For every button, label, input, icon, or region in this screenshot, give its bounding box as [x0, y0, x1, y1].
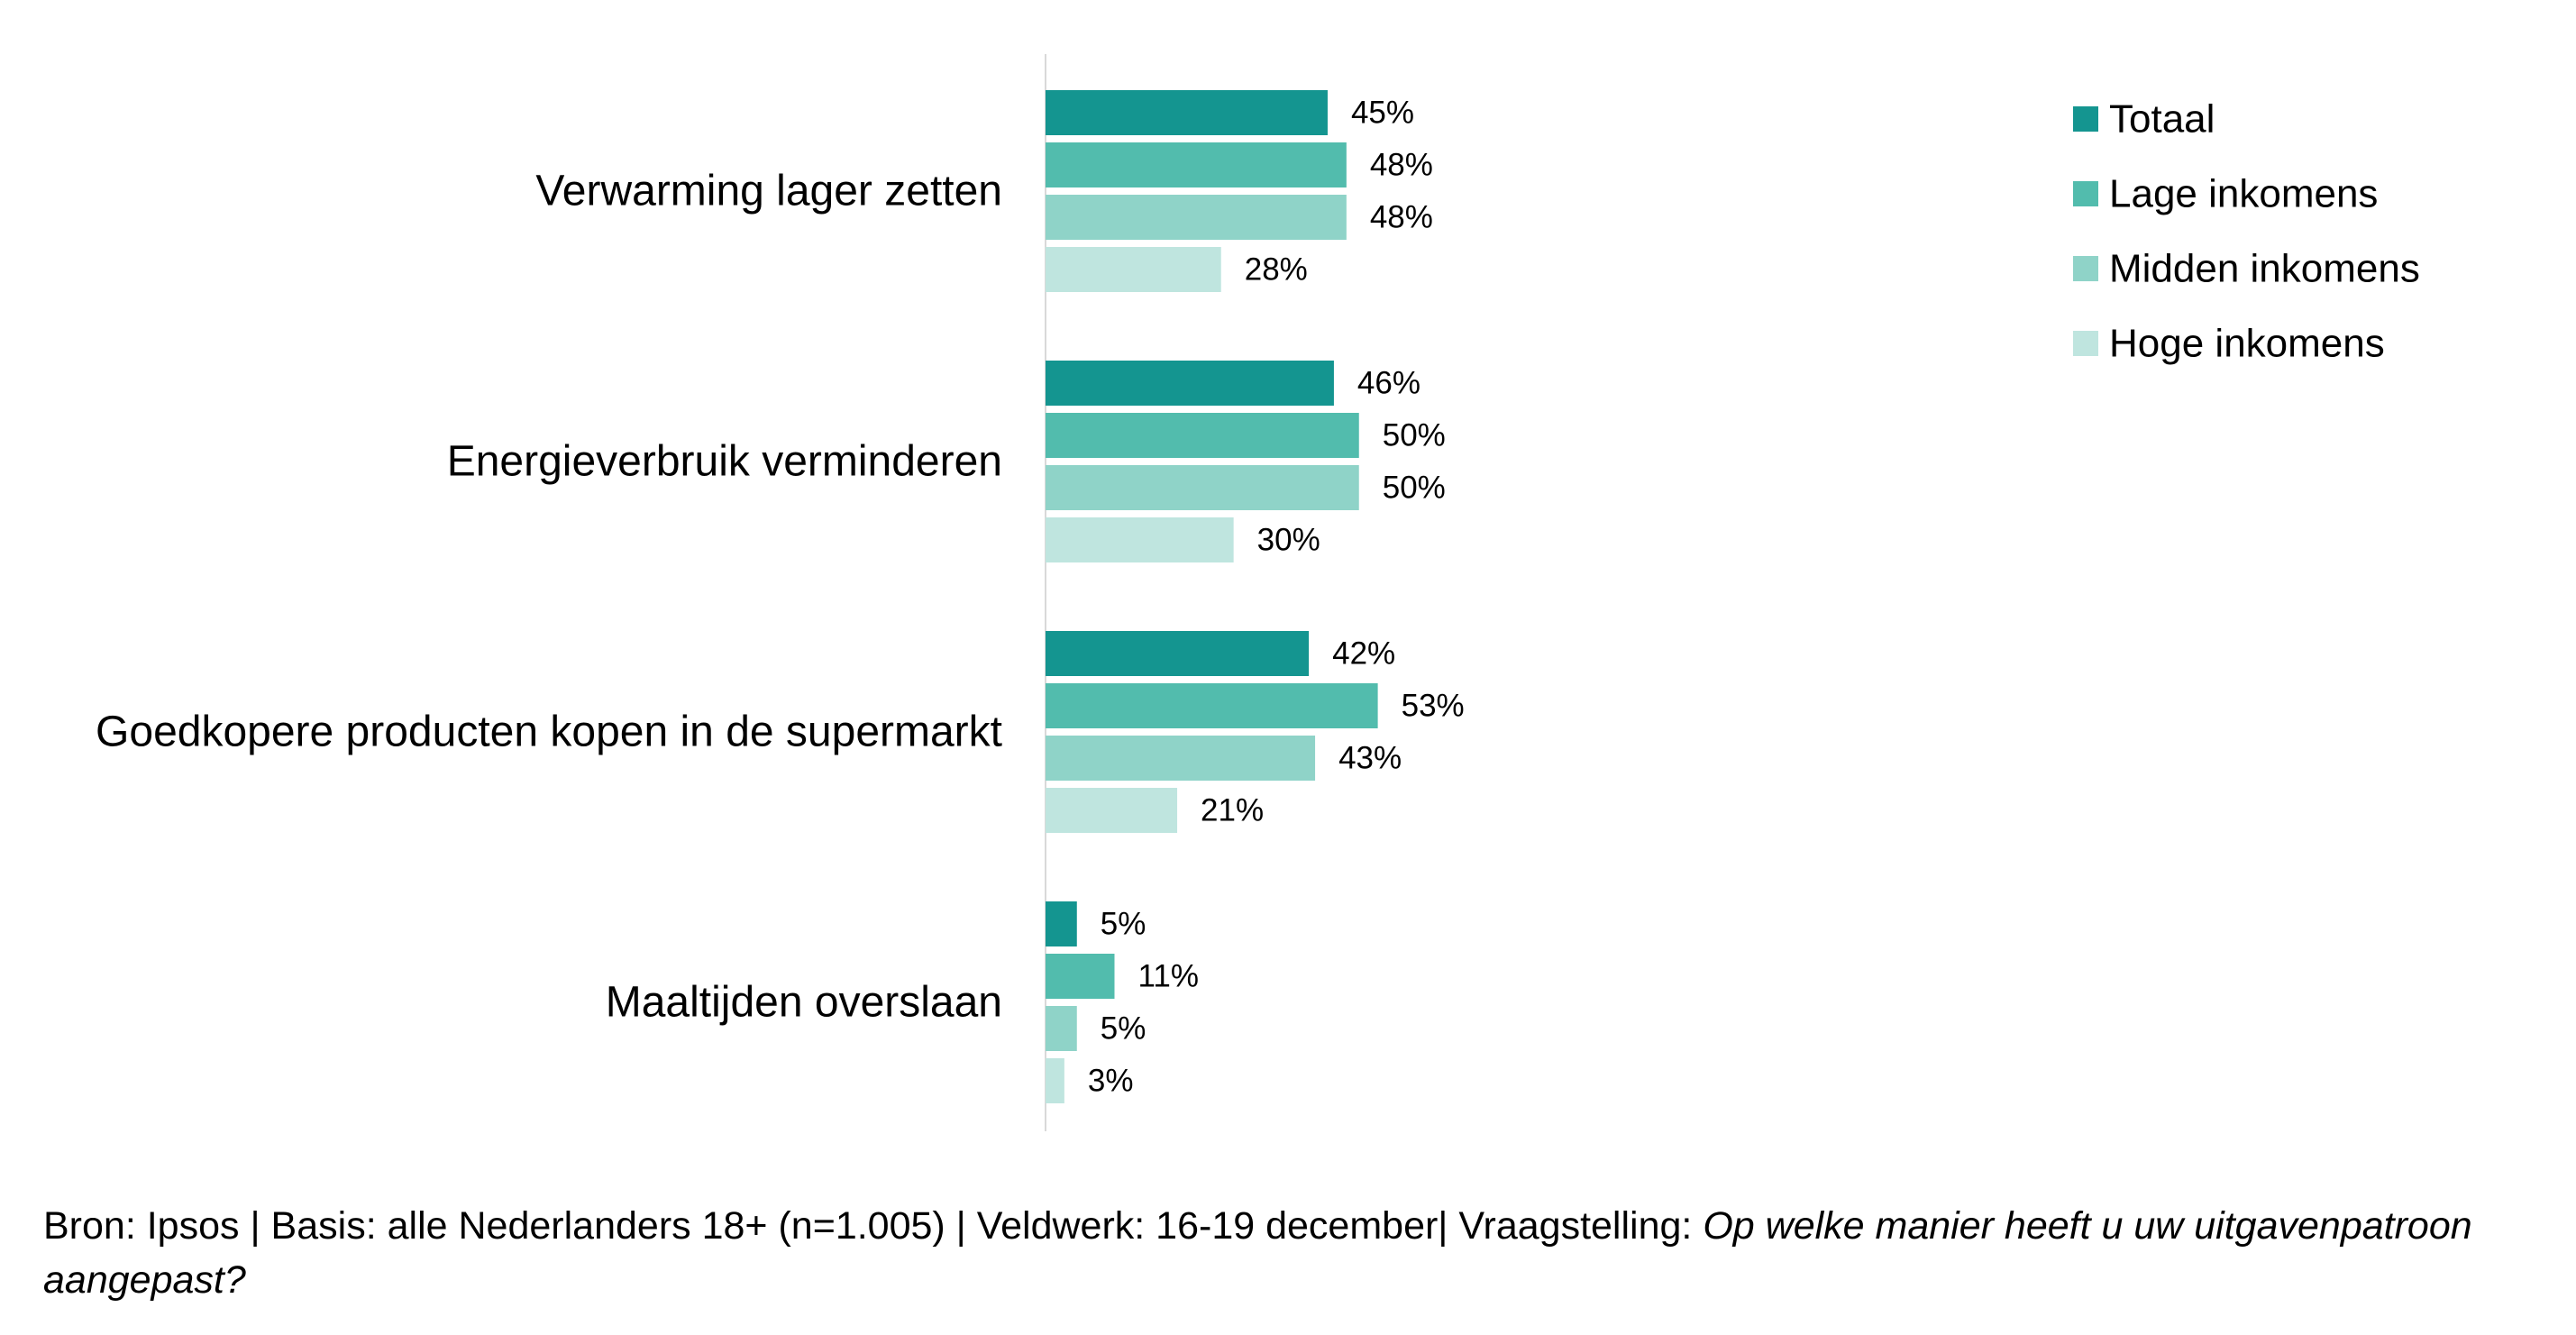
bar-totaal-goedkopere-producten-kopen-in-de-supermarkt — [1046, 631, 1310, 676]
bar-midden-inkomens-maaltijden-overslaan — [1046, 1006, 1077, 1051]
bar-lage-inkomens-energieverbruik-verminderen — [1046, 413, 1359, 458]
legend-swatch-midden-inkomens — [2073, 256, 2098, 281]
value-label-lage-inkomens-goedkopere-producten-kopen-in-de-supermarkt: 53% — [1402, 689, 1465, 724]
legend-label-midden-inkomens: Midden inkomens — [2109, 247, 2420, 291]
legend-swatch-totaal — [2073, 106, 2098, 132]
category-label-maaltijden-overslaan: Maaltijden overslaan — [606, 979, 1002, 1027]
value-label-totaal-maaltijden-overslaan: 5% — [1101, 907, 1146, 942]
bar-lage-inkomens-goedkopere-producten-kopen-in-de-supermarkt — [1046, 683, 1378, 728]
value-label-lage-inkomens-energieverbruik-verminderen: 50% — [1383, 418, 1446, 453]
bar-lage-inkomens-verwarming-lager-zetten — [1046, 142, 1347, 187]
value-label-totaal-energieverbruik-verminderen: 46% — [1357, 366, 1420, 401]
value-label-hoge-inkomens-verwarming-lager-zetten: 28% — [1245, 252, 1308, 288]
footnote-question: Op welke manier heeft u uw uitgavenpatro… — [43, 1204, 2472, 1302]
value-label-lage-inkomens-maaltijden-overslaan: 11% — [1138, 959, 1199, 994]
value-label-totaal-verwarming-lager-zetten: 45% — [1351, 96, 1414, 131]
value-label-midden-inkomens-energieverbruik-verminderen: 50% — [1383, 471, 1446, 506]
value-label-midden-inkomens-goedkopere-producten-kopen-in-de-supermarkt: 43% — [1338, 741, 1402, 776]
value-label-hoge-inkomens-energieverbruik-verminderen: 30% — [1257, 523, 1320, 558]
bar-hoge-inkomens-goedkopere-producten-kopen-in-de-supermarkt — [1046, 788, 1178, 833]
legend: Totaal Lage inkomens Midden inkomens Hoge i… — [2073, 97, 2420, 366]
bar-totaal-verwarming-lager-zetten — [1046, 90, 1328, 135]
value-label-midden-inkomens-verwarming-lager-zetten: 48% — [1370, 200, 1433, 235]
value-label-midden-inkomens-maaltijden-overslaan: 5% — [1101, 1011, 1146, 1047]
category-label-energieverbruik-verminderen: Energieverbruik verminderen — [447, 438, 1002, 486]
legend-label-lage-inkomens: Lage inkomens — [2109, 172, 2378, 216]
value-label-lage-inkomens-verwarming-lager-zetten: 48% — [1370, 148, 1433, 183]
legend-swatch-hoge-inkomens — [2073, 331, 2098, 356]
bar-midden-inkomens-goedkopere-producten-kopen-in-de-supermarkt — [1046, 736, 1316, 781]
bar-totaal-energieverbruik-verminderen — [1046, 361, 1334, 406]
value-label-totaal-goedkopere-producten-kopen-in-de-supermarkt: 42% — [1332, 636, 1395, 672]
bar-hoge-inkomens-energieverbruik-verminderen — [1046, 517, 1234, 562]
bar-midden-inkomens-energieverbruik-verminderen — [1046, 465, 1359, 510]
bar-lage-inkomens-maaltijden-overslaan — [1046, 954, 1115, 999]
category-label-verwarming-lager-zetten: Verwarming lager zetten — [535, 168, 1002, 215]
bar-totaal-maaltijden-overslaan — [1046, 901, 1077, 946]
bar-hoge-inkomens-verwarming-lager-zetten — [1046, 247, 1221, 292]
bar-chart: Verwarming lager zetten Energieverbruik v… — [96, 54, 2420, 1131]
legend-swatch-lage-inkomens — [2073, 181, 2098, 206]
legend-label-hoge-inkomens: Hoge inkomens — [2109, 322, 2385, 366]
footnote-text: Bron: Ipsos | Basis: alle Nederlanders 1… — [43, 1204, 1704, 1248]
value-label-hoge-inkomens-goedkopere-producten-kopen-in-de-supermarkt: 21% — [1201, 793, 1264, 828]
bar-hoge-inkomens-maaltijden-overslaan — [1046, 1058, 1064, 1103]
legend-label-totaal: Totaal — [2109, 97, 2215, 142]
bar-midden-inkomens-verwarming-lager-zetten — [1046, 195, 1347, 240]
category-label-goedkopere-producten-kopen-in-de-supermarkt: Goedkopere producten kopen in de superma… — [96, 709, 1002, 756]
source-footnote: Bron: Ipsos | Basis: alle Nederlanders 1… — [43, 1199, 2477, 1307]
value-label-hoge-inkomens-maaltijden-overslaan: 3% — [1088, 1064, 1134, 1099]
